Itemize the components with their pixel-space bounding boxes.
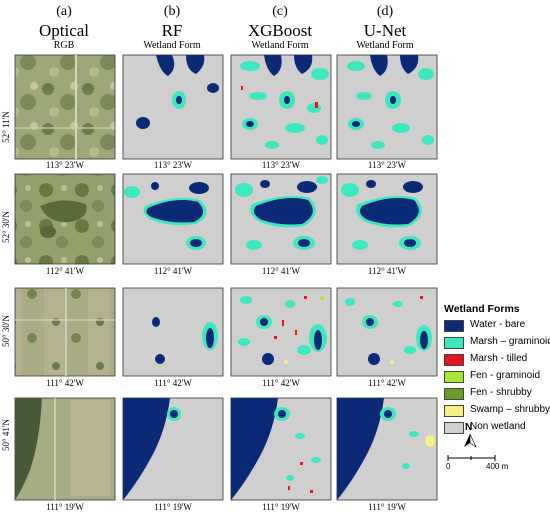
optical-panel-row1	[14, 54, 116, 160]
legend-swatch	[444, 320, 464, 332]
scale-bar	[447, 455, 496, 461]
legend-label: Fen - shrubby	[470, 387, 532, 398]
longitude-label-r4-d: 111° 19'W	[368, 502, 406, 512]
unet-map-row2	[336, 173, 438, 265]
latitude-label-row1: 52° 11'N	[1, 111, 11, 143]
legend-label: Marsh - tilled	[470, 353, 528, 364]
column-title-xgboost: XGBoost	[247, 21, 313, 40]
longitude-label-r1-d: 113° 23'W	[367, 160, 407, 170]
column-title-unet: U-Net	[363, 21, 407, 40]
longitude-label-r3-a: 111° 42'W	[46, 378, 84, 388]
legend-title: Wetland Forms	[444, 303, 520, 315]
rf-map-row1	[122, 54, 224, 160]
scale-start-label: 0	[446, 462, 451, 471]
latitude-label-row2: 52° 30'N	[1, 211, 11, 243]
legend-label: Water - bare	[470, 319, 526, 330]
xgboost-map-row1	[230, 54, 332, 160]
legend-label: Swamp – shrubby	[470, 404, 550, 415]
legend-swatch	[444, 354, 464, 366]
unet-map-row3	[336, 287, 438, 377]
row-4-panels	[14, 397, 438, 501]
legend-swatch	[444, 405, 464, 417]
unet-map-row1	[336, 54, 438, 160]
longitude-label-r2-b: 112° 41'W	[153, 266, 193, 276]
column-letter-b: (b)	[163, 4, 181, 19]
column-letter-d: (d)	[376, 4, 394, 19]
longitude-label-r4-a: 111° 19'W	[46, 502, 84, 512]
row-2-panels	[14, 173, 438, 265]
column-letter-c: (c)	[272, 4, 288, 19]
xgboost-map-row3	[230, 287, 332, 377]
column-subtitle-rf: Wetland Form	[143, 40, 201, 51]
longitude-label-r4-b: 111° 19'W	[154, 502, 192, 512]
longitude-label-r2-a: 112° 41'W	[45, 266, 85, 276]
latitude-label-row4: 50° 41'N	[1, 419, 11, 451]
rf-map-row2	[122, 173, 224, 265]
xgboost-map-row2	[230, 173, 332, 265]
row-1-panels	[14, 54, 438, 160]
longitude-label-r1-b: 113° 23'W	[153, 160, 193, 170]
longitude-label-r3-b: 111° 42'W	[154, 378, 192, 388]
column-subtitle-xgboost: Wetland Form	[251, 40, 309, 51]
longitude-label-r2-c: 112° 41'W	[261, 266, 301, 276]
column-letter-a: (a)	[56, 4, 72, 19]
longitude-label-r2-d: 112° 41'W	[367, 266, 407, 276]
legend-swatch	[444, 422, 464, 434]
legend-swatch	[444, 371, 464, 383]
row-3-panels	[14, 287, 438, 377]
north-label: N	[465, 422, 473, 433]
optical-panel-row3	[14, 287, 116, 377]
longitude-label-r1-c: 113° 23'W	[261, 160, 301, 170]
legend-swatch	[444, 388, 464, 400]
legend-swatch	[444, 337, 464, 349]
unet-map-row4	[336, 397, 438, 501]
scale-end-label: 400 m	[486, 462, 509, 471]
column-title-rf: RF	[161, 21, 183, 40]
rf-map-row3	[122, 287, 224, 377]
longitude-label-r3-d: 111° 42'W	[368, 378, 406, 388]
column-subtitle-unet: Wetland Form	[356, 40, 414, 51]
latitude-label-row3: 50° 30'N	[1, 315, 11, 347]
longitude-label-r4-c: 111° 19'W	[262, 502, 300, 512]
legend-label: Fen - graminoid	[470, 370, 541, 381]
longitude-label-r1-a: 113° 23'W	[45, 160, 85, 170]
legend-label: Marsh – graminoid	[470, 336, 550, 347]
column-title-optical: Optical	[38, 21, 90, 40]
legend-label: Non wetland	[470, 421, 526, 432]
longitude-label-r3-c: 111° 42'W	[262, 378, 300, 388]
north-arrow-icon	[464, 433, 477, 448]
column-subtitle-optical: RGB	[53, 40, 75, 51]
rf-map-row4	[122, 397, 224, 501]
xgboost-map-row4	[230, 397, 332, 501]
